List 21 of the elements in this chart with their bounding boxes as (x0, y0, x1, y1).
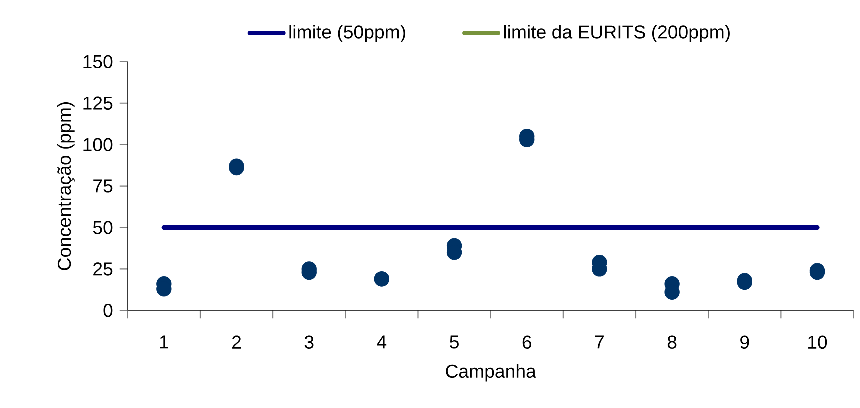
x-tick-label: 10 (808, 336, 828, 350)
y-tick-label: 50 (93, 221, 113, 235)
y-tick-label: 25 (94, 262, 113, 276)
y-tick-label: 0 (104, 304, 113, 318)
x-tick-label: 3 (304, 336, 314, 350)
y-tick-label: 75 (94, 180, 113, 194)
x-tick-label: 2 (232, 336, 242, 350)
y-tick-label: 150 (84, 56, 113, 69)
x-tick-label: 1 (160, 336, 168, 349)
legend-label: limite (50ppm) (290, 25, 406, 43)
x-tick-label: 8 (668, 336, 677, 350)
x-tick-label: 9 (740, 336, 750, 350)
x-tick-label: 5 (450, 336, 459, 350)
legend-label: limite da EURITS (200ppm) (504, 25, 730, 43)
x-tick-label: 4 (377, 336, 387, 349)
y-tick-label: 100 (84, 138, 113, 152)
x-tick-label: 7 (595, 336, 604, 349)
x-axis-title: Campanha (446, 364, 536, 382)
y-axis-title: Concentração (ppm) (57, 102, 75, 271)
x-tick-label: 6 (522, 336, 532, 350)
y-tick-label: 125 (84, 96, 113, 110)
